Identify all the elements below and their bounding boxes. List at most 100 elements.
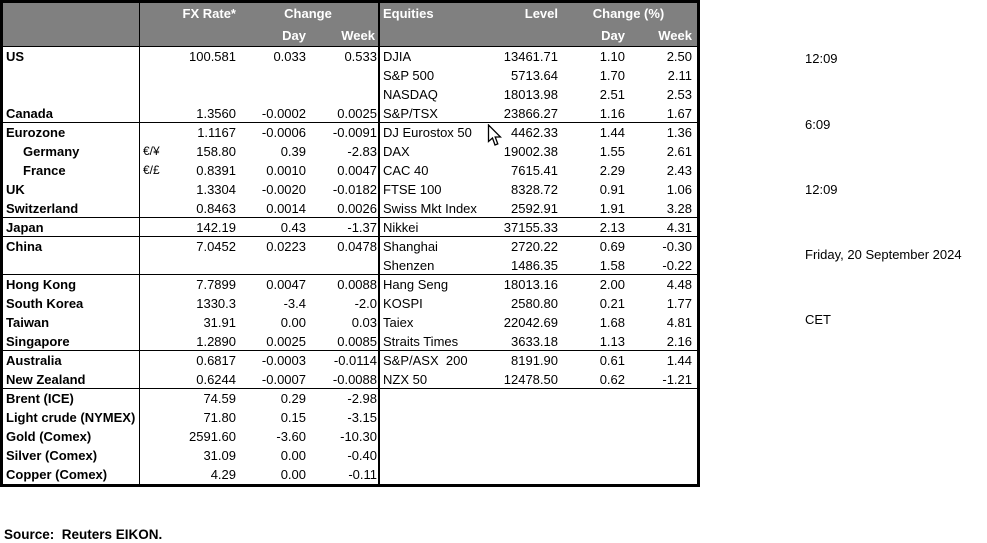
equity-change-week: -1.21: [662, 372, 692, 387]
fx-change-day: 0.0010: [266, 163, 306, 178]
table-row: Copper (Comex) 4.29 0.00 -0.11: [3, 465, 697, 484]
equity-name: Nikkei: [383, 220, 419, 235]
fx-pair-symbol: [140, 332, 170, 350]
equity-level: 7615.41: [511, 163, 558, 178]
footer-notes: Source: Reuters EIKON. * FX Rate for USD…: [4, 487, 694, 543]
table-row: South Korea 1330.3 -3.4 -2.0 KOSPI 2580.80 0.2…: [3, 294, 697, 313]
table-row: Taiwan 31.91 0.00 0.03 Taiex 22042.69 1.68 4.81: [3, 313, 697, 332]
timezone-label: CET: [805, 311, 831, 327]
equity-change-week: [627, 465, 697, 484]
table-header: FX Rate* Change Day Week Equities Level …: [3, 3, 697, 47]
table-row: New Zealand 0.6244 -0.0007 -0.0088 NZX 50 124…: [3, 370, 697, 389]
fx-change-day: [238, 256, 308, 274]
table-row: S&P 500 5713.64 1.70 2.11: [3, 66, 697, 85]
fx-rate-value: 7.0452: [196, 239, 236, 254]
equity-change-week: 1.06: [666, 182, 692, 197]
fx-change-day: -0.0003: [261, 353, 306, 368]
equity-name: NASDAQ: [383, 87, 438, 102]
fx-rate-value: 100.581: [189, 49, 236, 64]
equity-level: 18013.98: [503, 87, 558, 102]
fx-label: Gold (Comex): [3, 427, 140, 446]
table-row: Light crude (NYMEX) 71.80 0.15 -3.15: [3, 408, 697, 427]
equity-change-day: 0.91: [599, 182, 625, 197]
equity-level: 23866.27: [503, 106, 558, 121]
fx-label: Light crude (NYMEX): [3, 408, 140, 427]
equity-change-week: 2.61: [666, 144, 692, 159]
equity-change-week: -0.30: [662, 239, 692, 254]
fx-pair-symbol: [140, 427, 170, 446]
fx-change-day: 0.39: [280, 144, 306, 159]
equity-change-week: 2.16: [666, 334, 692, 349]
time-line-1: 12:09: [805, 51, 838, 67]
equity-change-week: 1.77: [666, 296, 692, 311]
table-row: Shenzen 1486.35 1.58 -0.22: [3, 256, 697, 275]
equity-change-week: 2.53: [666, 87, 692, 102]
equity-level: [495, 446, 560, 465]
equity-change-week: 1.36: [666, 125, 692, 140]
equity-name: S&P 500: [383, 68, 435, 83]
equity-change-day: [560, 446, 627, 465]
fx-rate-value: 1.1167: [197, 125, 236, 140]
fx-pair-symbol: [140, 85, 170, 104]
equity-change-day: 1.16: [599, 106, 625, 121]
fx-pair-symbol: [140, 237, 170, 256]
fx-week-column-header: Week: [308, 25, 380, 46]
fx-change-week: 0.0047: [308, 161, 380, 180]
equity-name: CAC 40: [383, 163, 429, 178]
fx-label: [3, 66, 140, 85]
fx-pair-symbol: [140, 465, 170, 484]
equity-change-week: 4.31: [666, 220, 692, 235]
fx-change-day: 0.00: [280, 448, 306, 463]
equity-name: Shanghai: [383, 239, 438, 254]
fx-change-day: [238, 85, 308, 104]
equity-name: DAX: [383, 144, 410, 159]
fx-pair-symbol: [140, 180, 170, 199]
fx-pair-symbol: [140, 294, 170, 313]
header-corner-cell: [3, 3, 140, 46]
fx-change-week: [308, 256, 380, 274]
fx-label: Hong Kong: [3, 275, 140, 294]
fx-label: Canada: [3, 104, 140, 122]
equity-level: 1486.35: [511, 258, 558, 273]
fx-rate-value: 0.8391: [196, 163, 236, 178]
equity-change-day: 2.51: [599, 87, 625, 102]
equity-level: 13461.71: [503, 49, 558, 64]
equities-week-column-header: Week: [658, 28, 692, 43]
fx-label: US: [3, 47, 140, 66]
fx-rate-value: 31.09: [203, 448, 236, 463]
equity-name: DJ Eurostox 50: [383, 125, 472, 140]
fx-rate-value: 71.80: [203, 410, 236, 425]
fx-label: New Zealand: [3, 370, 140, 388]
table-row: US 100.581 0.033 0.533 DJIA 13461.71 1.10 2.50: [3, 47, 697, 66]
time-line-3: 12:09: [805, 181, 838, 197]
equity-level: 22042.69: [503, 315, 558, 330]
fx-rate-value: [170, 66, 238, 85]
equity-name: Hang Seng: [383, 277, 449, 292]
equity-change-week: 3.28: [666, 201, 692, 216]
fx-day-column-header: Day: [282, 28, 306, 43]
fx-label: Silver (Comex): [3, 446, 140, 465]
fx-change-day: 0.29: [280, 391, 306, 406]
equity-level: [495, 408, 560, 427]
equity-name: FTSE 100: [383, 182, 442, 197]
fx-rate-value: 0.6244: [196, 372, 236, 387]
equity-change-day: [560, 408, 627, 427]
fx-change-day: 0.00: [280, 467, 306, 482]
fx-rate-value: 1330.3: [196, 296, 236, 311]
equity-change-week: [627, 389, 697, 408]
equity-name: DJIA: [383, 49, 412, 64]
equity-change-week: 4.48: [666, 277, 692, 292]
fx-rate-value: 0.8463: [196, 201, 236, 216]
table-row: Singapore 1.2890 0.0025 0.0085 Straits Times…: [3, 332, 697, 351]
fx-pair-symbol: [140, 446, 170, 465]
table-row: Hong Kong 7.7899 0.0047 0.0088 Hang Seng 1801…: [3, 275, 697, 294]
table-row: Brent (ICE) 74.59 0.29 -2.98: [3, 389, 697, 408]
equity-change-week: [627, 446, 697, 465]
level-column-header: Level: [524, 6, 558, 21]
fx-change-day: 0.0047: [266, 277, 306, 292]
fx-change-week: [308, 66, 380, 85]
equity-name: S&P/TSX: [383, 106, 438, 121]
fx-pair-symbol: [140, 47, 170, 66]
fx-label: [3, 85, 140, 104]
equity-change-day: 2.13: [599, 220, 625, 235]
